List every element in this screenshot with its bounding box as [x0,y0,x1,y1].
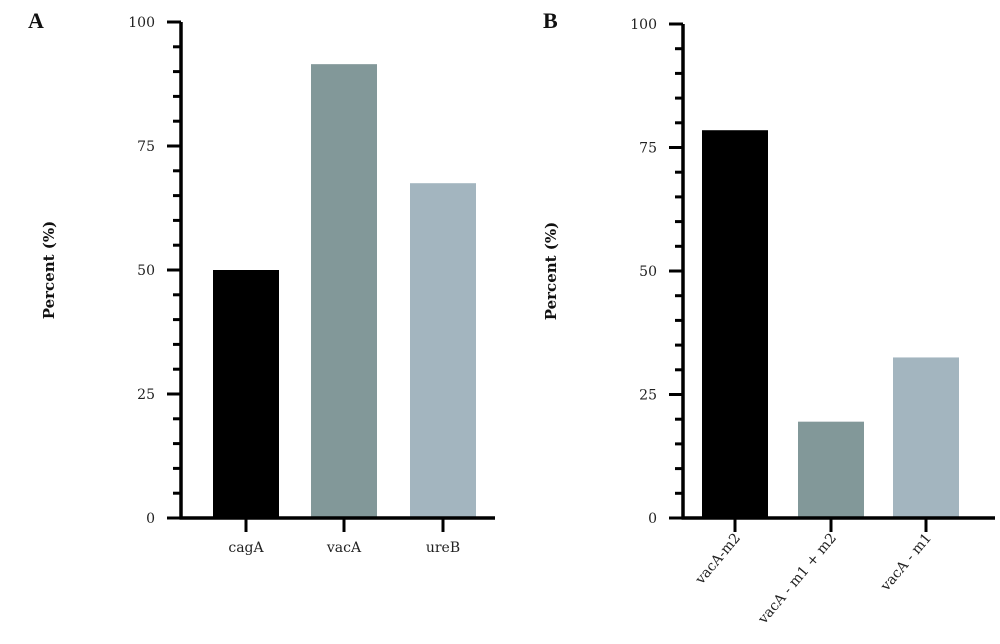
panel-letter-a: A [28,8,44,33]
y-tick-label: 100 [630,17,657,33]
x-tick-label: vacA [326,540,362,556]
x-tick-label: ureB [426,540,460,556]
bar-vaca-m1-m2 [798,421,864,518]
y-tick-label: 50 [639,264,657,280]
y-tick-label: 75 [639,141,657,157]
bar-vaca-m2 [702,130,768,518]
bar-vaca [311,64,377,518]
x-tick-label: vacA - m1 + m2 [755,530,840,627]
y-axis-label: Percent (%) [40,221,58,320]
y-tick-label: 0 [146,511,155,527]
bar-vaca-m1 [893,357,959,518]
y-tick-label: 25 [639,388,657,404]
y-axis-label: Percent (%) [542,222,560,321]
panel-letter-b: B [543,8,558,33]
x-tick-label: vacA - m1 [877,530,935,595]
bar-caga [213,270,279,518]
x-tick-label: vacA-m2 [692,530,744,588]
y-tick-label: 50 [137,263,155,279]
y-tick-label: 25 [137,387,155,403]
y-tick-label: 0 [648,511,657,527]
y-tick-label: 100 [128,15,155,31]
bar-ureb [410,183,476,518]
x-tick-label: cagA [228,540,264,556]
y-tick-label: 75 [137,139,155,155]
